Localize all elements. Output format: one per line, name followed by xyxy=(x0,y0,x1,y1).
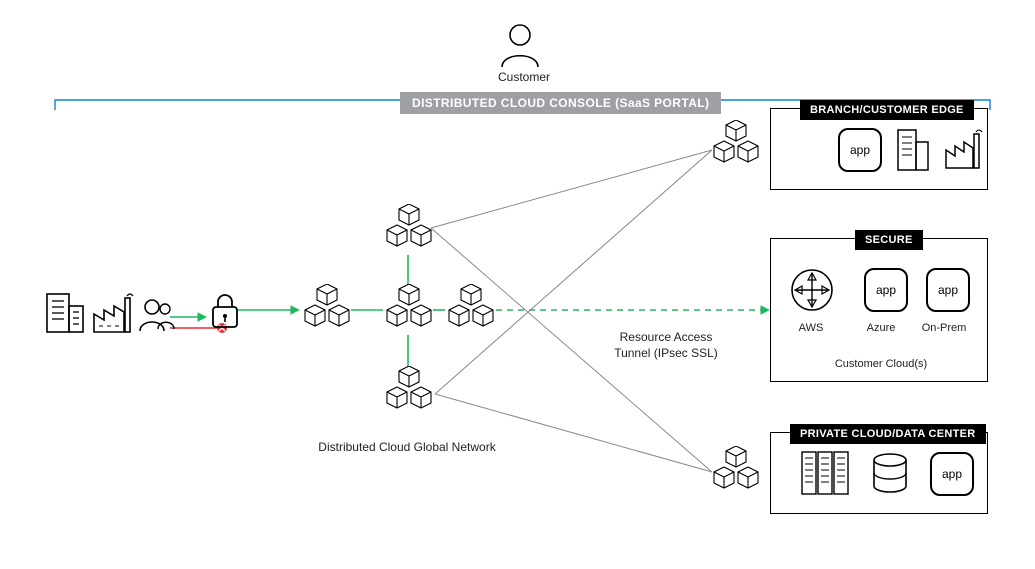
diagram-stage: { "canvas": { "width": 1035, "height": 5… xyxy=(0,0,1035,569)
private-tag: PRIVATE CLOUD/DATA CENTER xyxy=(790,424,986,444)
cluster-south-icon xyxy=(383,366,435,418)
ray-s-private xyxy=(435,394,712,472)
secure-app2-box: app xyxy=(926,268,970,312)
azure-label: Azure xyxy=(856,322,906,334)
branch-tag: BRANCH/CUSTOMER EDGE xyxy=(800,100,974,120)
branch-factory-icon xyxy=(944,126,984,170)
factory-icon xyxy=(92,292,134,334)
tunnel-line1: Resource Access xyxy=(620,330,713,344)
people-icon xyxy=(138,297,176,333)
cluster-east-icon xyxy=(445,284,497,336)
cluster-west-icon xyxy=(301,284,353,336)
secure-tag: SECURE xyxy=(855,230,923,250)
compass-icon xyxy=(790,268,834,312)
global-network-label: Distributed Cloud Global Network xyxy=(302,440,512,454)
branch-edge-cluster-icon xyxy=(710,120,762,172)
customer-icon xyxy=(498,22,542,68)
branch-app-label: app xyxy=(850,143,870,157)
server-rack-icon xyxy=(800,448,850,498)
customer-clouds-label: Customer Cloud(s) xyxy=(826,358,936,370)
branch-building-icon xyxy=(894,124,930,172)
onprem-label: On-Prem xyxy=(914,322,974,334)
tunnel-label: Resource Access Tunnel (IPsec SSL) xyxy=(596,330,736,361)
private-app-box: app xyxy=(930,452,974,496)
lock-icon xyxy=(210,292,240,330)
branch-app-box: app xyxy=(838,128,882,172)
ray-n-branch xyxy=(431,150,712,228)
database-icon xyxy=(870,452,910,496)
customer-label: Customer xyxy=(498,70,542,84)
cluster-center-icon xyxy=(383,284,435,336)
private-edge-cluster-icon xyxy=(710,446,762,498)
secure-app1-box: app xyxy=(864,268,908,312)
secure-app2-label: app xyxy=(938,283,958,297)
cluster-north-icon xyxy=(383,204,435,256)
tunnel-line2: Tunnel (IPsec SSL) xyxy=(614,346,718,360)
private-app-label: app xyxy=(942,467,962,481)
console-tag: DISTRIBUTED CLOUD CONSOLE (SaaS PORTAL) xyxy=(400,92,721,114)
secure-app1-label: app xyxy=(876,283,896,297)
building-icon xyxy=(45,290,85,334)
aws-label: AWS xyxy=(786,322,836,334)
